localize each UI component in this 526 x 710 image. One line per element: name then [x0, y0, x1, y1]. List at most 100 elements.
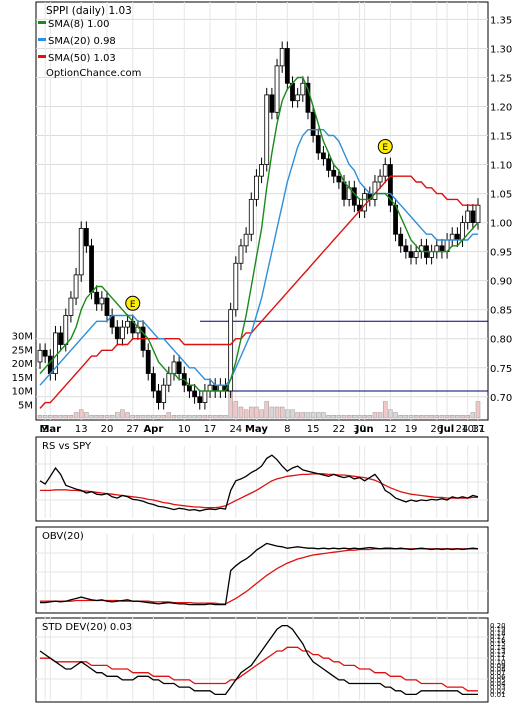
earnings-marker [377, 139, 393, 155]
volume-tick-label: 25M [12, 345, 33, 356]
volume-bar [120, 409, 125, 419]
volume-bars [37, 340, 481, 419]
volume-bar [37, 415, 43, 419]
volume-bar [238, 406, 244, 419]
x-axis-label: Jul [439, 424, 454, 435]
x-axis-label: Jun [355, 424, 374, 435]
sma20-line [39, 129, 478, 386]
x-axis-label: 10 [461, 424, 474, 435]
candle-body [94, 291, 100, 305]
volume-bar [161, 415, 166, 419]
stddev-tick-label: 0.16 [490, 637, 506, 645]
volume-bar [99, 415, 105, 419]
volume-bar [58, 415, 63, 419]
price-tick-label: 0.85 [490, 306, 512, 317]
obv-panel-frame [35, 526, 489, 614]
candle-body [429, 251, 435, 258]
volume-bar [424, 415, 429, 419]
candle-body [465, 210, 471, 224]
horizontal-lines [200, 320, 488, 392]
stddev-panel-frame [35, 617, 489, 703]
candle-body [78, 228, 84, 276]
candle-body [192, 390, 197, 398]
volume-bar [73, 412, 79, 419]
obv-line [40, 542, 479, 606]
volume-bar [300, 412, 306, 419]
candle-body [233, 262, 239, 311]
candle-body [449, 233, 455, 241]
candle-body [269, 94, 275, 113]
volume-bar [63, 415, 69, 419]
x-axis-label: 27 [126, 424, 139, 435]
candle-body [475, 204, 481, 224]
volume-bar [326, 415, 331, 419]
stddev-tick-label: 0.12 [490, 651, 506, 659]
volume-bar [264, 401, 269, 419]
stddev-tick-label: 0.20 [490, 622, 506, 630]
x-axis-label: 10 [178, 424, 191, 435]
candle-body [42, 349, 48, 357]
candle-body [331, 169, 337, 177]
volume-bar [367, 415, 373, 419]
volume-bar [362, 415, 367, 419]
stddev-tick-label: 0.13 [490, 647, 506, 655]
volume-bar [310, 412, 316, 419]
candle-body [228, 309, 234, 392]
volume-bar [274, 406, 280, 419]
candle-body [377, 175, 383, 183]
candle-body [161, 384, 167, 403]
volume-bar [78, 409, 84, 419]
candle-body [120, 326, 125, 340]
candle-body [47, 355, 53, 374]
x-axis-label: 8 [284, 424, 290, 435]
x-axis-label: 30 [353, 424, 366, 435]
volume-bar [341, 415, 347, 419]
volume-bar [140, 415, 146, 419]
volume-bar [171, 415, 177, 419]
volume-bar [115, 412, 120, 419]
x-axis-label: May [245, 424, 268, 435]
price-tick-label: 0.70 [490, 393, 512, 404]
legend-sma50: SMA(50) 1.03 [48, 53, 116, 64]
volume-bar [53, 415, 58, 419]
x-axis-label: 31 [473, 424, 486, 435]
volume-bar [48, 415, 53, 419]
legend: SPPI (daily) 1.03 SMA(8) 1.00 SMA(20) 0.… [38, 5, 141, 79]
candle-body [238, 245, 244, 264]
price-tick-label: 1.25 [490, 73, 512, 84]
candle-body [212, 384, 218, 392]
volume-tick-label: 15M [12, 373, 33, 384]
candle-body [413, 251, 419, 258]
candle-body [310, 111, 316, 136]
volume-bar [233, 401, 239, 419]
volume-bar [207, 415, 213, 419]
volume-bar [212, 415, 218, 419]
volume-bar [259, 409, 264, 419]
stddev-tick-label: 0.15 [490, 640, 506, 648]
volume-bar [145, 415, 151, 419]
volume-bar [439, 415, 445, 419]
volume-bar [336, 415, 342, 419]
candle-body [382, 164, 388, 177]
earnings-marker-label: E [382, 143, 388, 153]
x-axis-label: 12 [384, 424, 397, 435]
volume-bar [398, 415, 403, 419]
candle-body [351, 187, 357, 206]
candle-body [187, 384, 192, 392]
rs-panel-frame [35, 436, 489, 522]
stddev-line [39, 624, 478, 696]
candle-body [202, 390, 208, 403]
volume-bar [321, 412, 326, 419]
stddev-tick-label: 0.10 [490, 658, 506, 666]
candle-body [104, 297, 110, 316]
volume-tick-label: 20M [12, 359, 33, 370]
price-tick-label: 1.00 [490, 219, 512, 230]
legend-swatch-sma20 [38, 38, 46, 41]
stddev-tick-label: 0.18 [490, 629, 506, 637]
candle-body [403, 245, 409, 253]
stddev-tick-label: 0.17 [490, 633, 506, 641]
stddev-tick-label: 0.05 [490, 676, 506, 684]
candle-body [217, 384, 223, 392]
